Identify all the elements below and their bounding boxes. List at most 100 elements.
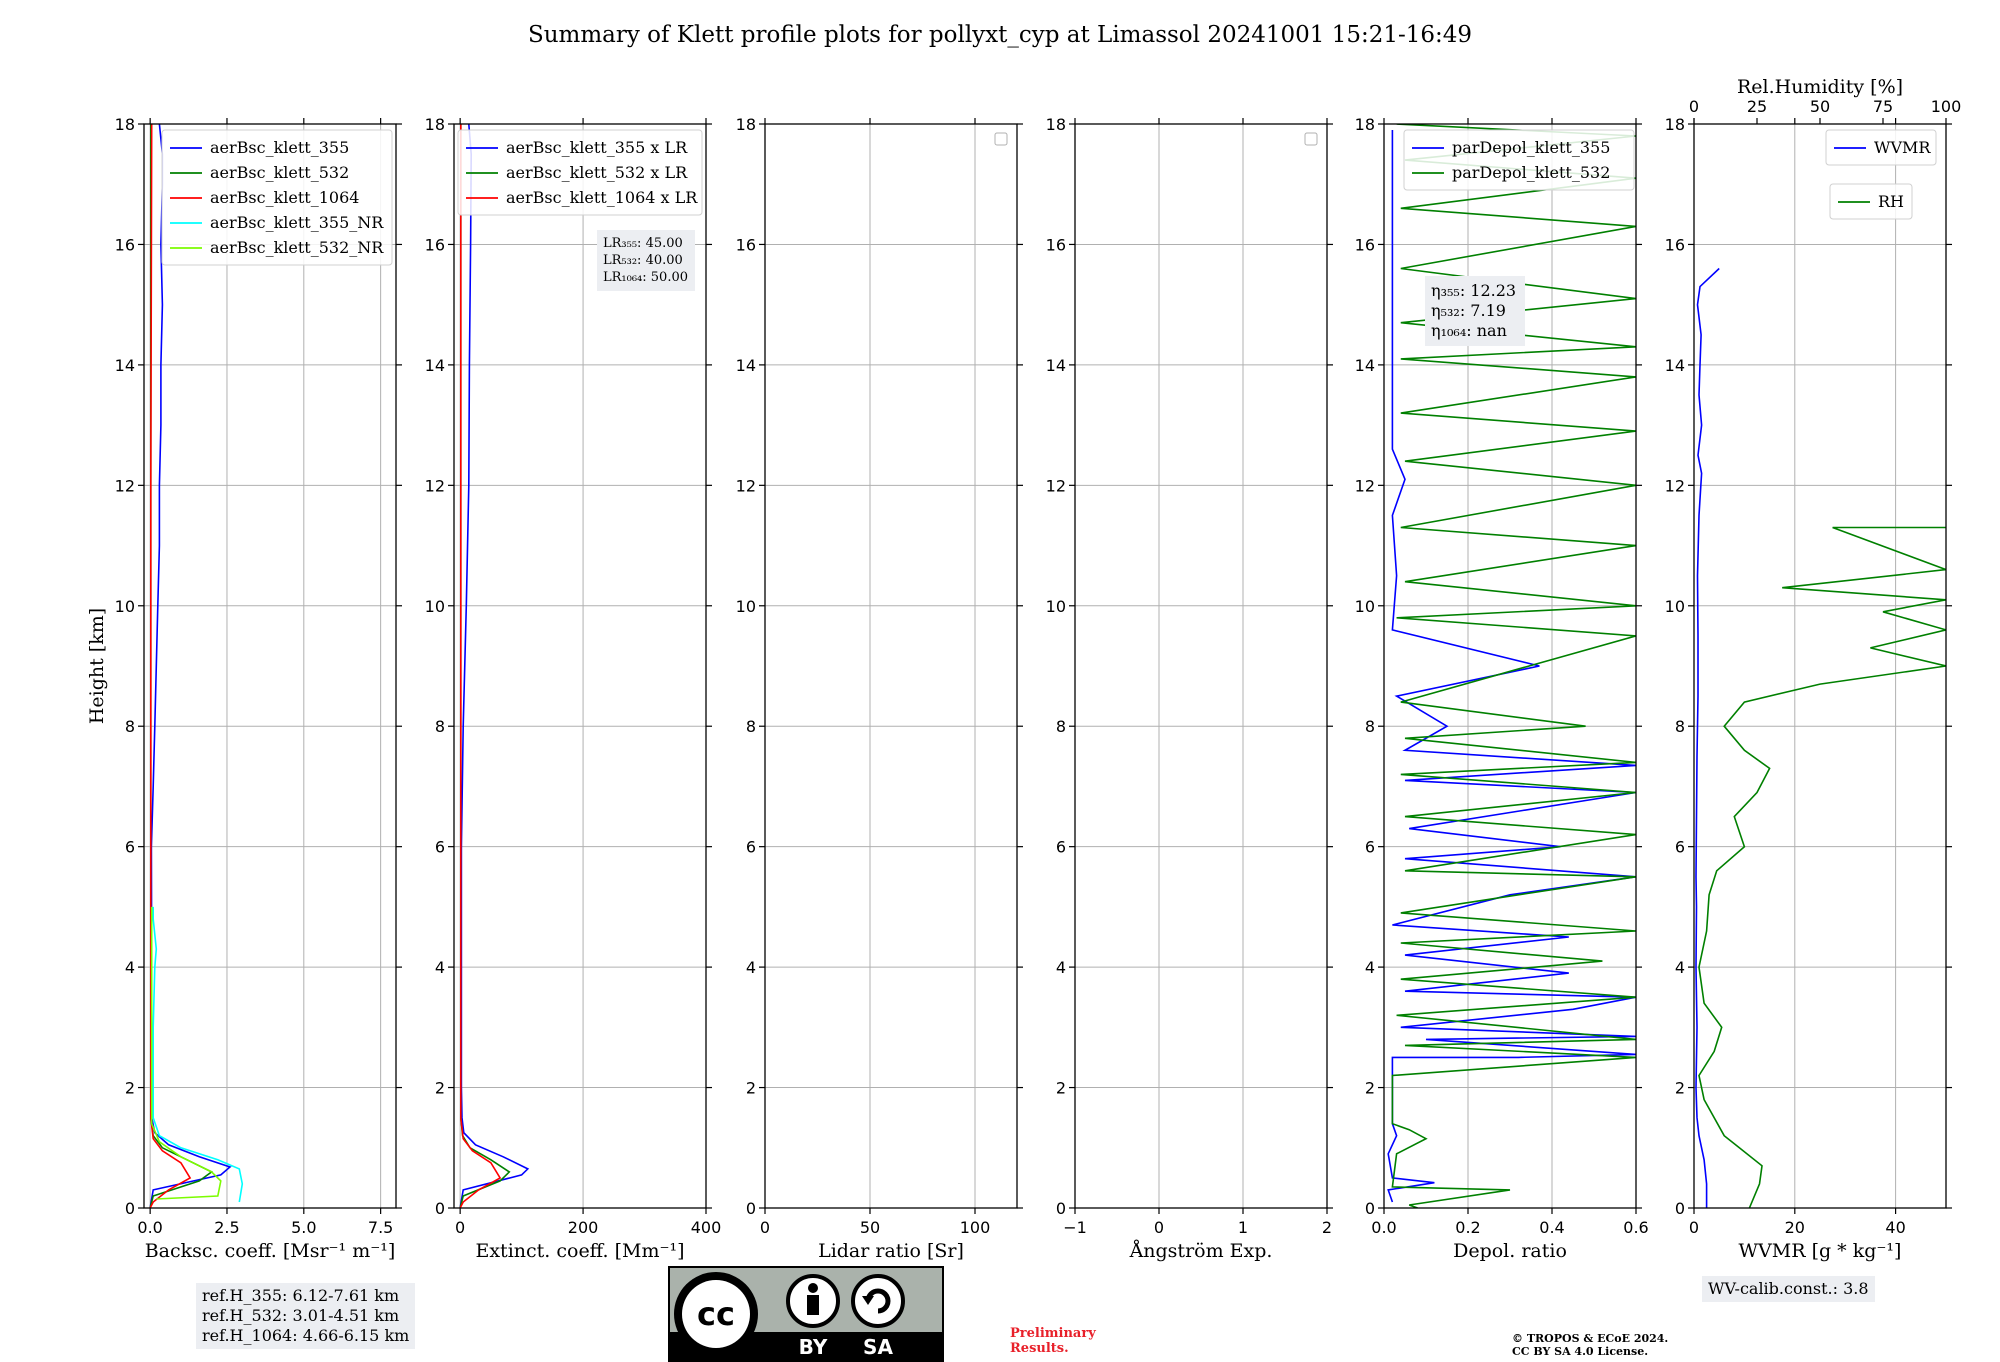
series-line-aerBsc_klett_532 [149,124,214,1208]
legend-entry: parDepol_klett_532 [1452,163,1610,182]
y-tick-label: 18 [1355,115,1375,134]
ref-height-355: ref.H_355: 6.12-7.61 km [202,1286,400,1305]
series-line-aerBsc_klett_1064 x LR [459,124,502,1208]
y-tick-label: 12 [1046,476,1066,495]
y-tick-label: 16 [115,235,135,254]
wv-calib-box: WV-calib.const.: 3.8 [1702,1276,1875,1302]
series-line-aerBsc_klett_532 x LR [459,124,511,1208]
cc-by-sa-license-logo: cc BY SA [668,1266,944,1362]
y-axis-label: Height [km] [86,608,108,724]
axes-frame [453,123,707,1209]
y-tick-label: 4 [125,958,135,977]
top-axis-tick-label: 0 [1689,97,1699,116]
panel-3: 0 2 4 6 8 10 12 14 16 18 0 50 100 Lidar ratio [Sr] [736,115,1023,1262]
y-tick-label: 16 [1665,235,1685,254]
empty-legend [1304,132,1318,146]
legend-entry: aerBsc_klett_1064 x LR [506,188,698,207]
y-tick-label: 4 [435,958,445,977]
y-tick-label: 16 [425,235,445,254]
y-tick-label: 2 [1675,1079,1685,1098]
annotation-line: LR₁₀₆₄: 50.00 [603,270,688,285]
y-tick-label: 0 [746,1199,756,1218]
x-tick-label: 0 [1154,1218,1164,1237]
x-tick-label: 200 [568,1218,599,1237]
y-tick-label: 2 [1365,1079,1375,1098]
x-axis-label: Extinct. coeff. [Mm⁻¹] [475,1240,684,1262]
y-tick-label: 18 [736,115,756,134]
x-axis-label: Lidar ratio [Sr] [818,1240,964,1262]
x-axis-label: Ångström Exp. [1129,1240,1273,1262]
legend-entry: aerBsc_klett_532 x LR [506,163,688,182]
axes-frame [1074,123,1328,1209]
x-tick-label: 40 [1885,1218,1905,1237]
y-tick-label: 18 [115,115,135,134]
lidar-ratio-annotation: LR₃₅₅: 45.00 LR₅₃₂: 40.00 LR₁₀₆₄: 50.00 [597,230,695,291]
top-axis-tick-label: 25 [1747,97,1767,116]
series-line-RH [1698,526,1946,1208]
legend-entry: aerBsc_klett_355 [210,138,349,157]
y-tick-label: 6 [1365,838,1375,857]
y-tick-label: 16 [736,235,756,254]
legend-backscatter: aerBsc_klett_355 aerBsc_klett_532 aerBsc_k… [161,129,393,266]
x-tick-label: 2 [1322,1218,1332,1237]
panel-2: 0 2 4 6 8 10 12 14 16 18 0 200 400 Extinct. coeff. [M… [425,115,722,1262]
legend-frame [161,129,393,266]
x-tick-label: 0.4 [1539,1218,1564,1237]
axes-frame [1693,123,1947,1209]
legend-entry: aerBsc_klett_532_NR [210,238,384,257]
copyright-note: © TROPOS & ECoE 2024. CC BY SA 4.0 Licen… [1512,1332,1668,1358]
annotation-bg [1425,276,1525,346]
y-tick-label: 6 [1675,838,1685,857]
y-tick-label: 14 [1046,356,1066,375]
series-line-WVMR [1695,267,1720,1208]
y-tick-label: 10 [736,597,756,616]
y-tick-label: 0 [1056,1199,1066,1218]
y-tick-label: 18 [1665,115,1685,134]
y-tick-label: 10 [1355,597,1375,616]
y-tick-label: 8 [1365,717,1375,736]
y-tick-label: 0 [1365,1199,1375,1218]
y-tick-label: 8 [1056,717,1066,736]
y-tick-label: 14 [425,356,445,375]
x-tick-label: 0 [760,1218,770,1237]
x-tick-label: 7.5 [368,1218,393,1237]
preliminary-line-1: Preliminary [1010,1326,1096,1341]
legend-frame [1403,129,1635,191]
y-tick-label: 2 [1056,1079,1066,1098]
legend-entry: aerBsc_klett_355_NR [210,213,384,232]
y-tick-label: 10 [1046,597,1066,616]
x-tick-label: 0.0 [1371,1218,1396,1237]
legend-entry: aerBsc_klett_532 [210,163,349,182]
cc-logo-text: cc [697,1295,735,1333]
y-tick-label: 10 [425,597,445,616]
top-axis-tick-label: 100 [1931,97,1962,116]
figure-title: Summary of Klett profile plots for polly… [527,22,1473,48]
panel-5: 0 2 4 6 8 10 12 14 16 18 0.0 0.2 0.4 0.6 Depol. ratio p… [1355,115,1649,1262]
y-tick-label: 2 [746,1079,756,1098]
y-tick-label: 2 [125,1079,135,1098]
legend-entry: RH [1878,192,1904,211]
y-tick-label: 14 [1355,356,1375,375]
legend-entry: aerBsc_klett_355 x LR [506,138,688,157]
axes-frame [143,123,397,1209]
y-tick-label: 14 [1665,356,1685,375]
x-tick-label: 0 [455,1218,465,1237]
y-tick-label: 8 [125,717,135,736]
x-tick-label: 50 [860,1218,880,1237]
series-line-aerBsc_klett_355_NR [152,906,244,1203]
y-tick-label: 4 [1056,958,1066,977]
x-tick-label: 0.6 [1623,1218,1648,1237]
legend-rh: RH [1829,183,1913,220]
copyright-line-2: CC BY SA 4.0 License. [1512,1345,1649,1358]
legend-entry: WVMR [1874,138,1931,157]
y-tick-label: 12 [425,476,445,495]
annotation-line: LR₃₅₅: 45.00 [603,236,683,251]
axes-frame [764,123,1018,1209]
empty-legend [994,132,1008,146]
x-tick-label: 5.0 [291,1218,316,1237]
preliminary-note: Preliminary Results. [1010,1326,1096,1356]
x-tick-label: 2.5 [214,1218,239,1237]
